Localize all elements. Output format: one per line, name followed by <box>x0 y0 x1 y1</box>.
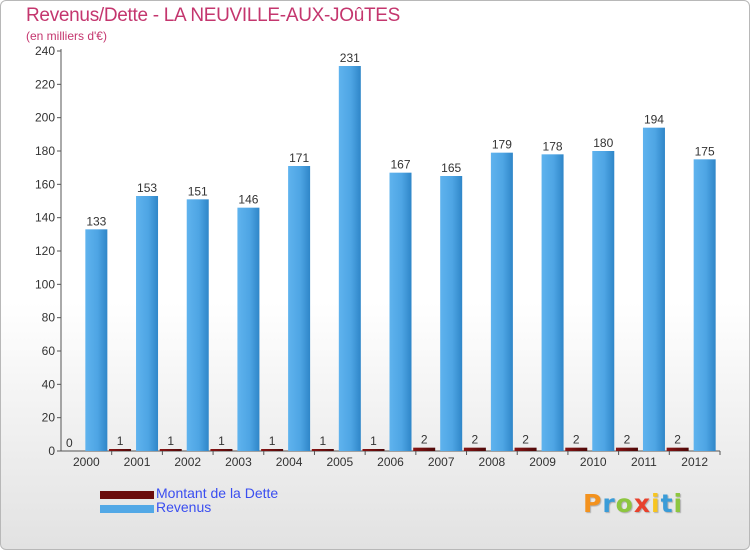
bar-dette <box>666 447 689 451</box>
bar-revenus <box>592 151 615 451</box>
data-label-dette: 1 <box>117 434 124 448</box>
data-label-revenus: 171 <box>289 151 309 165</box>
bar-revenus <box>288 166 311 451</box>
bar-revenus <box>693 159 716 452</box>
x-tick-label: 2006 <box>377 455 404 469</box>
logo-letter: r <box>602 489 616 518</box>
bar-revenus <box>490 152 513 451</box>
y-tick-label: 220 <box>35 77 55 91</box>
data-label-dette: 0 <box>66 436 73 450</box>
x-tick-label: 2002 <box>174 455 201 469</box>
y-tick-label: 20 <box>42 411 56 425</box>
x-tick-label: 2007 <box>428 455 455 469</box>
legend-label-revenus: Revenus <box>156 499 212 515</box>
data-label-dette: 2 <box>522 433 529 447</box>
y-tick-label: 0 <box>48 444 55 458</box>
x-tick-label: 2012 <box>681 455 708 469</box>
bar-revenus <box>642 127 665 452</box>
y-tick-label: 40 <box>42 377 56 391</box>
y-tick-label: 80 <box>42 311 56 325</box>
y-tick-label: 240 <box>35 44 55 58</box>
bar-dette <box>159 449 182 451</box>
bar-revenus <box>541 154 564 452</box>
y-tick-label: 160 <box>35 177 55 191</box>
legend-label-dette: Montant de la Dette <box>156 485 279 501</box>
bar-dette <box>463 447 486 451</box>
bar-revenus <box>136 196 159 451</box>
bar-dette <box>261 449 284 451</box>
bar-revenus <box>186 199 209 451</box>
x-tick-label: 2000 <box>73 455 100 469</box>
y-tick-label: 140 <box>35 211 55 225</box>
data-label-revenus: 146 <box>238 193 258 207</box>
data-label-revenus: 133 <box>86 214 106 228</box>
x-tick-label: 2010 <box>580 455 607 469</box>
data-label-dette: 1 <box>370 434 377 448</box>
logo-letter: i <box>673 489 684 518</box>
y-tick-label: 200 <box>35 111 55 125</box>
x-tick-label: 2003 <box>225 455 252 469</box>
data-label-revenus: 175 <box>695 144 715 158</box>
data-label-revenus: 178 <box>543 139 563 153</box>
data-label-revenus: 153 <box>137 181 157 195</box>
proxiti-logo: Proxiti <box>583 489 683 518</box>
bar-dette <box>615 447 638 451</box>
data-label-dette: 2 <box>624 433 631 447</box>
data-label-dette: 2 <box>472 433 479 447</box>
data-label-revenus: 179 <box>492 138 512 152</box>
x-tick-label: 2008 <box>479 455 506 469</box>
x-tick-label: 2004 <box>276 455 303 469</box>
logo-letter: P <box>583 489 603 518</box>
data-label-dette: 2 <box>674 433 681 447</box>
data-label-dette: 1 <box>167 434 174 448</box>
bar-dette <box>311 449 334 451</box>
y-tick-label: 120 <box>35 244 55 258</box>
data-label-revenus: 167 <box>390 158 410 172</box>
chart-subtitle: (en milliers d'€) <box>26 29 107 43</box>
legend-swatch-dette <box>100 491 154 499</box>
logo-letter: o <box>615 489 634 518</box>
chart-title: Revenus/Dette - LA NEUVILLE-AUX-JOûTES <box>26 5 401 26</box>
data-label-revenus: 151 <box>188 184 208 198</box>
logo-letter: i <box>651 489 661 518</box>
logo-letter: x <box>633 489 651 518</box>
data-label-dette: 1 <box>269 434 276 448</box>
data-label-revenus: 194 <box>644 113 664 127</box>
x-tick-label: 2001 <box>124 455 151 469</box>
bar-revenus <box>237 207 260 451</box>
bar-revenus <box>440 176 463 451</box>
data-label-dette: 1 <box>319 434 326 448</box>
y-tick-label: 180 <box>35 144 55 158</box>
y-tick-label: 60 <box>42 344 56 358</box>
data-label-revenus: 165 <box>441 161 461 175</box>
data-label-revenus: 180 <box>593 136 613 150</box>
bar-revenus <box>85 229 108 451</box>
y-tick-label: 100 <box>35 277 55 291</box>
data-label-dette: 2 <box>421 433 428 447</box>
bar-dette <box>514 447 537 451</box>
x-tick-label: 2009 <box>529 455 556 469</box>
legend-swatch-revenus <box>100 505 154 513</box>
x-tick-label: 2011 <box>631 455 657 469</box>
data-label-revenus: 231 <box>340 51 360 65</box>
bar-revenus <box>389 172 412 451</box>
data-label-dette: 2 <box>573 433 580 447</box>
data-label-dette: 1 <box>218 434 225 448</box>
bar-dette <box>565 447 588 451</box>
bar-dette <box>109 449 132 451</box>
bar-dette <box>413 447 436 451</box>
bar-revenus <box>338 66 361 451</box>
logo-letter: t <box>660 489 674 518</box>
x-tick-label: 2005 <box>326 455 353 469</box>
bar-dette <box>210 449 233 451</box>
bar-dette <box>362 449 385 451</box>
